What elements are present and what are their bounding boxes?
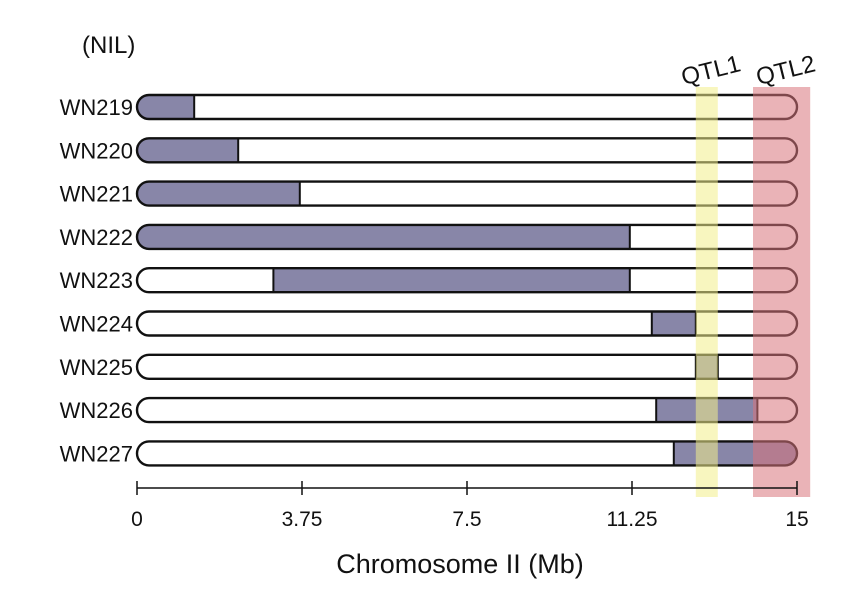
x-tick-label: 11.25 xyxy=(607,508,658,531)
qtl-band xyxy=(695,87,718,497)
introgression-segment xyxy=(137,95,195,119)
chromosome-background xyxy=(137,181,798,206)
introgression-segment xyxy=(137,138,239,163)
qtl-label: QTL1 xyxy=(679,50,744,91)
x-tick-label: 15 xyxy=(785,508,808,531)
line-label: WN224 xyxy=(60,312,133,337)
line-label: WN225 xyxy=(60,355,133,380)
qtl-highlight-regions: QTL1 QTL2 xyxy=(679,50,818,497)
line-label: WN221 xyxy=(60,182,133,207)
group-label: (NIL) xyxy=(82,32,135,59)
line-label: WN222 xyxy=(60,225,133,250)
introgression-segment xyxy=(651,311,696,336)
x-tick-label: 0 xyxy=(131,508,143,531)
chromosome-background xyxy=(137,441,798,466)
x-tick-label: 3.75 xyxy=(282,508,323,531)
chromosome-row xyxy=(135,180,799,207)
introgression-segment xyxy=(137,224,630,249)
qtl-band xyxy=(753,87,811,497)
x-tick-label: 7.5 xyxy=(452,508,481,531)
introgression-segment xyxy=(137,181,300,206)
x-axis: 0 3.75 7.5 11.25 15 xyxy=(131,481,809,531)
line-label: WN226 xyxy=(60,398,133,423)
line-label: WN220 xyxy=(60,138,133,163)
line-labels: WN219 WN220 WN221 WN222 WN223 WN224 WN225 WN226… xyxy=(60,95,133,466)
introgression-segment xyxy=(273,268,630,293)
chromosome-background xyxy=(137,95,797,119)
chromosome-background xyxy=(137,354,798,379)
x-axis-title: Chromosome II (Mb) xyxy=(336,549,584,579)
chromosome-background xyxy=(137,138,798,163)
chromosome-background xyxy=(137,398,798,423)
line-label: WN223 xyxy=(60,268,133,293)
line-label: WN219 xyxy=(60,95,133,120)
qtl-label: QTL2 xyxy=(753,50,818,91)
chromosome-background xyxy=(137,311,798,336)
line-label: WN227 xyxy=(60,441,133,466)
